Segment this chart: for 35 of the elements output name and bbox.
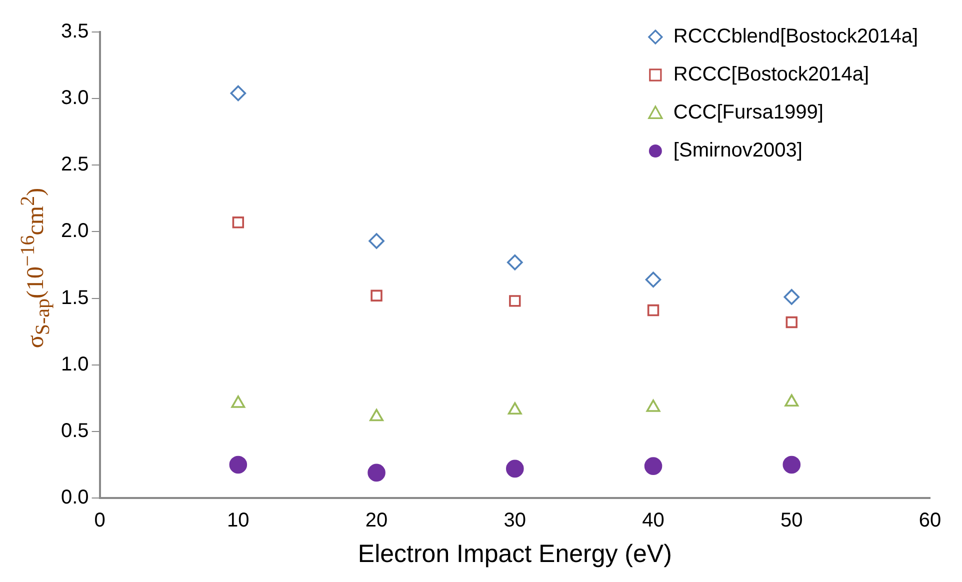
point <box>232 216 244 228</box>
point <box>230 85 246 102</box>
x-axis-title: Electron Impact Energy (eV) <box>358 540 672 568</box>
point <box>368 464 386 482</box>
y-tick-label: 3.5 <box>60 20 89 43</box>
point <box>645 272 662 288</box>
point <box>647 304 660 316</box>
point <box>644 457 662 475</box>
legend-label: CCC[Fursa1999] <box>673 102 824 124</box>
y-tick-label: 2.5 <box>60 154 89 176</box>
x-tick-label: 10 <box>227 510 250 532</box>
point <box>507 254 523 270</box>
point <box>229 456 248 474</box>
x-tick-label: 60 <box>918 510 942 532</box>
x-tick-label: 40 <box>642 510 664 532</box>
legend-label: [Smirnov2003] <box>673 140 802 162</box>
point <box>786 316 798 328</box>
y-tick-label: 0.5 <box>60 420 89 442</box>
point <box>782 456 801 474</box>
y-tick-label: 3.0 <box>60 87 89 110</box>
legend-label: RCCCblend[Bostock2014a] <box>673 26 918 48</box>
point <box>784 289 800 305</box>
x-tick-label: 0 <box>94 510 106 532</box>
x-tick-label: 50 <box>780 510 803 532</box>
point <box>370 290 382 302</box>
point <box>509 295 521 307</box>
y-tick-label: 0.0 <box>60 486 89 509</box>
legend-label: RCCC[Bostock2014a] <box>673 64 870 86</box>
y-tick-label: 1.5 <box>60 286 89 309</box>
y-tick-label: 1.0 <box>60 353 89 376</box>
point <box>368 233 384 249</box>
x-tick-label: 30 <box>504 510 526 532</box>
point <box>506 460 524 478</box>
y-tick-label: 2.0 <box>60 220 89 242</box>
x-tick-label: 20 <box>365 510 388 532</box>
